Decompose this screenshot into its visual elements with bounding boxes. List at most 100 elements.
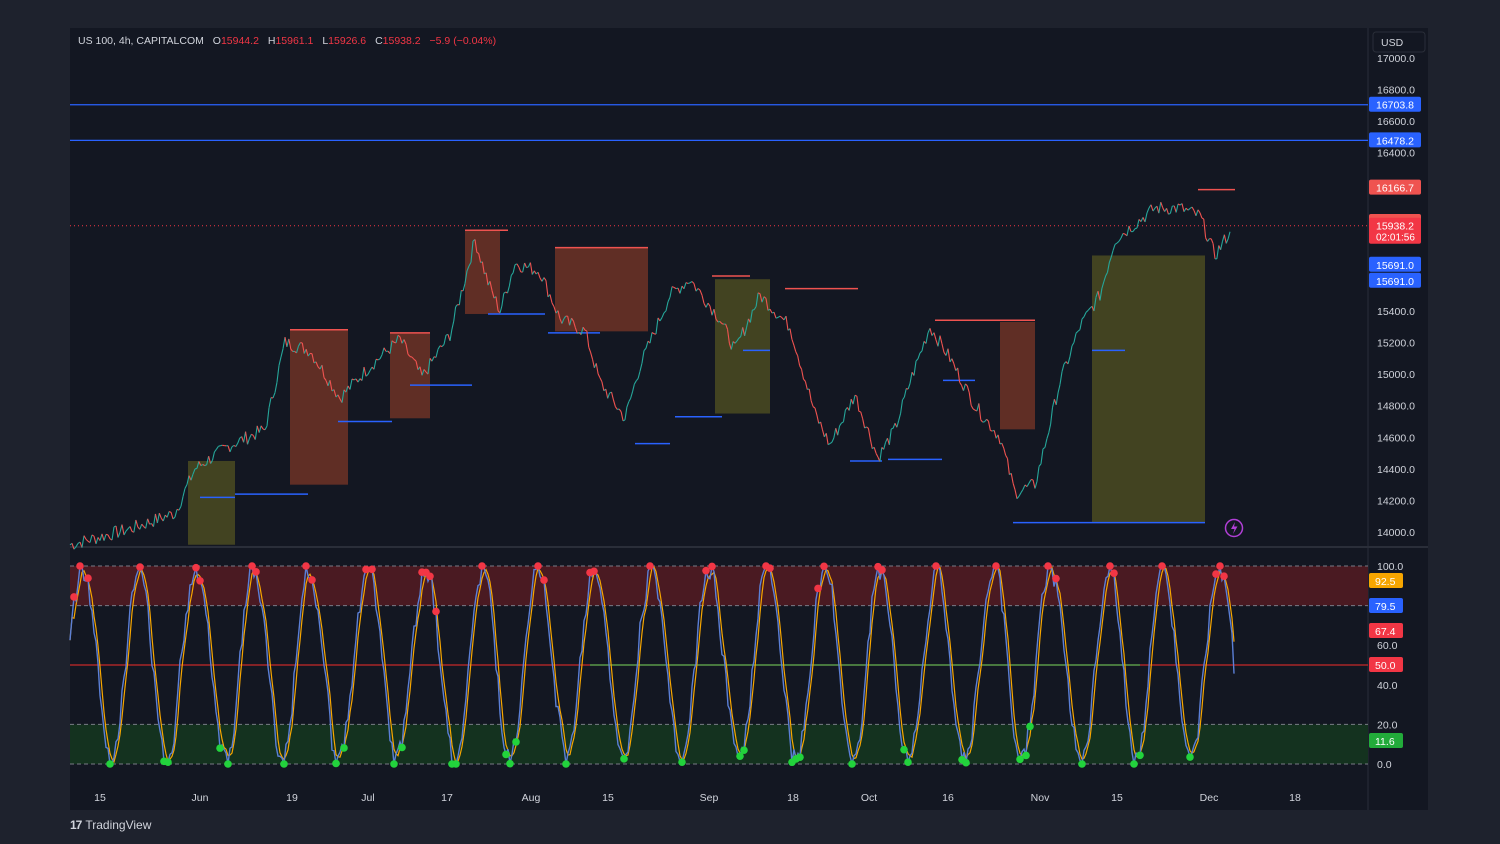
- osc-overbought-dot: [248, 562, 256, 570]
- price-level-badge: [1369, 132, 1421, 148]
- price-segment: [237, 437, 241, 444]
- price-segment: [214, 448, 217, 453]
- time-axis[interactable]: 15 Jun 19 Jul 17 Aug 15 Sep 18 Oct 16 Nov 15 Dec 18: [94, 792, 1301, 804]
- price-segment: [1118, 237, 1122, 242]
- time-tick-label: 17: [441, 792, 453, 804]
- price-segment: [307, 353, 311, 357]
- price-segment: [933, 332, 937, 340]
- price-segment: [156, 513, 160, 524]
- price-segment: [829, 441, 833, 444]
- price-segment: [909, 372, 913, 384]
- price-segment: [941, 343, 945, 353]
- price-segment: [204, 464, 207, 467]
- price-segment: [661, 312, 665, 318]
- price-segment: [742, 327, 746, 337]
- price-segment: [282, 337, 286, 349]
- price-segment: [665, 301, 669, 311]
- price-segment: [85, 538, 89, 542]
- currency-button[interactable]: USD: [1372, 31, 1426, 53]
- price-segment: [808, 388, 812, 401]
- price-segment: [820, 421, 824, 430]
- price-segment: [290, 348, 294, 352]
- price-level-badge: [1369, 96, 1421, 112]
- price-segment: [355, 378, 359, 383]
- price-segment: [553, 306, 557, 314]
- price-segment: [675, 287, 679, 290]
- price-segment: [172, 516, 176, 520]
- price-segment: [1103, 275, 1107, 283]
- price-segment: [795, 351, 799, 357]
- price-segment: [779, 315, 783, 319]
- price-segment: [761, 296, 765, 303]
- osc-oversold-dot: [900, 745, 908, 754]
- price-segment: [248, 434, 252, 439]
- price-segment: [229, 446, 233, 453]
- osc-overbought-dot: [1106, 562, 1114, 570]
- osc-oversold-dot: [1130, 760, 1138, 768]
- price-segment: [305, 349, 309, 357]
- price-level-label: 15691.0: [1376, 260, 1414, 272]
- price-segment: [1061, 363, 1065, 372]
- price-segment: [1110, 250, 1114, 258]
- price-segment: [590, 352, 594, 360]
- price-level-badge: [1369, 256, 1421, 272]
- price-segment: [677, 287, 681, 294]
- price-segment: [470, 240, 474, 263]
- price-segment: [1112, 244, 1116, 251]
- price-segment: [462, 283, 466, 291]
- price-segment: [83, 535, 87, 540]
- price-segment: [831, 437, 835, 443]
- price-axis[interactable]: 17000.0 16800.0 16600.0 16400.0 15400.0 15200…: [1369, 53, 1421, 771]
- price-segment: [571, 317, 574, 322]
- price-segment: [607, 392, 611, 399]
- price-level-badge: [1369, 272, 1421, 288]
- price-segment: [1069, 345, 1073, 357]
- osc-oversold-dot: [1136, 751, 1144, 760]
- lightning-icon[interactable]: [1224, 518, 1244, 538]
- price-segment: [215, 446, 219, 450]
- price-segment: [381, 347, 385, 355]
- osc-overbought-dot: [302, 562, 310, 570]
- price-segment: [495, 296, 499, 311]
- price-segment: [1173, 205, 1177, 213]
- price-segment: [1040, 448, 1044, 464]
- price-segment: [409, 356, 413, 358]
- price-segment: [533, 270, 537, 275]
- price-segment: [1144, 212, 1148, 223]
- price-segment: [478, 253, 482, 263]
- footer-brand[interactable]: 17 TradingView: [70, 818, 151, 832]
- price-segment: [964, 383, 968, 387]
- price-segment: [545, 280, 549, 298]
- oscillator-pane[interactable]: [69, 562, 1368, 768]
- price-segment: [951, 358, 955, 364]
- price-segment: [1225, 238, 1229, 244]
- zone-6: [1000, 321, 1035, 430]
- price-segment: [1160, 202, 1164, 208]
- price-segment: [1081, 316, 1085, 320]
- price-segment: [81, 535, 85, 548]
- osc-oversold-dot: [1022, 751, 1030, 760]
- price-segment: [268, 397, 272, 408]
- price-segment: [962, 383, 966, 391]
- price-segment: [1166, 208, 1169, 215]
- price-segment: [561, 318, 565, 324]
- price-segment: [311, 353, 315, 363]
- price-segment: [997, 434, 1001, 445]
- price-segment: [1136, 219, 1140, 229]
- price-segment: [518, 266, 522, 273]
- time-tick-label: Sep: [700, 792, 719, 804]
- time-tick-label: 15: [1111, 792, 1123, 804]
- price-segment: [284, 337, 288, 347]
- price-segment: [907, 383, 911, 390]
- price-segment: [993, 430, 997, 439]
- price-segment: [1044, 438, 1048, 448]
- osc-overbought-dot: [192, 563, 200, 572]
- price-segment: [753, 306, 757, 310]
- osc-overbought-dot: [1158, 562, 1166, 570]
- zone-1: [290, 329, 348, 485]
- price-segment: [990, 429, 993, 432]
- price-pane[interactable]: [69, 28, 1428, 810]
- price-segment: [649, 332, 653, 344]
- price-segment: [337, 394, 341, 400]
